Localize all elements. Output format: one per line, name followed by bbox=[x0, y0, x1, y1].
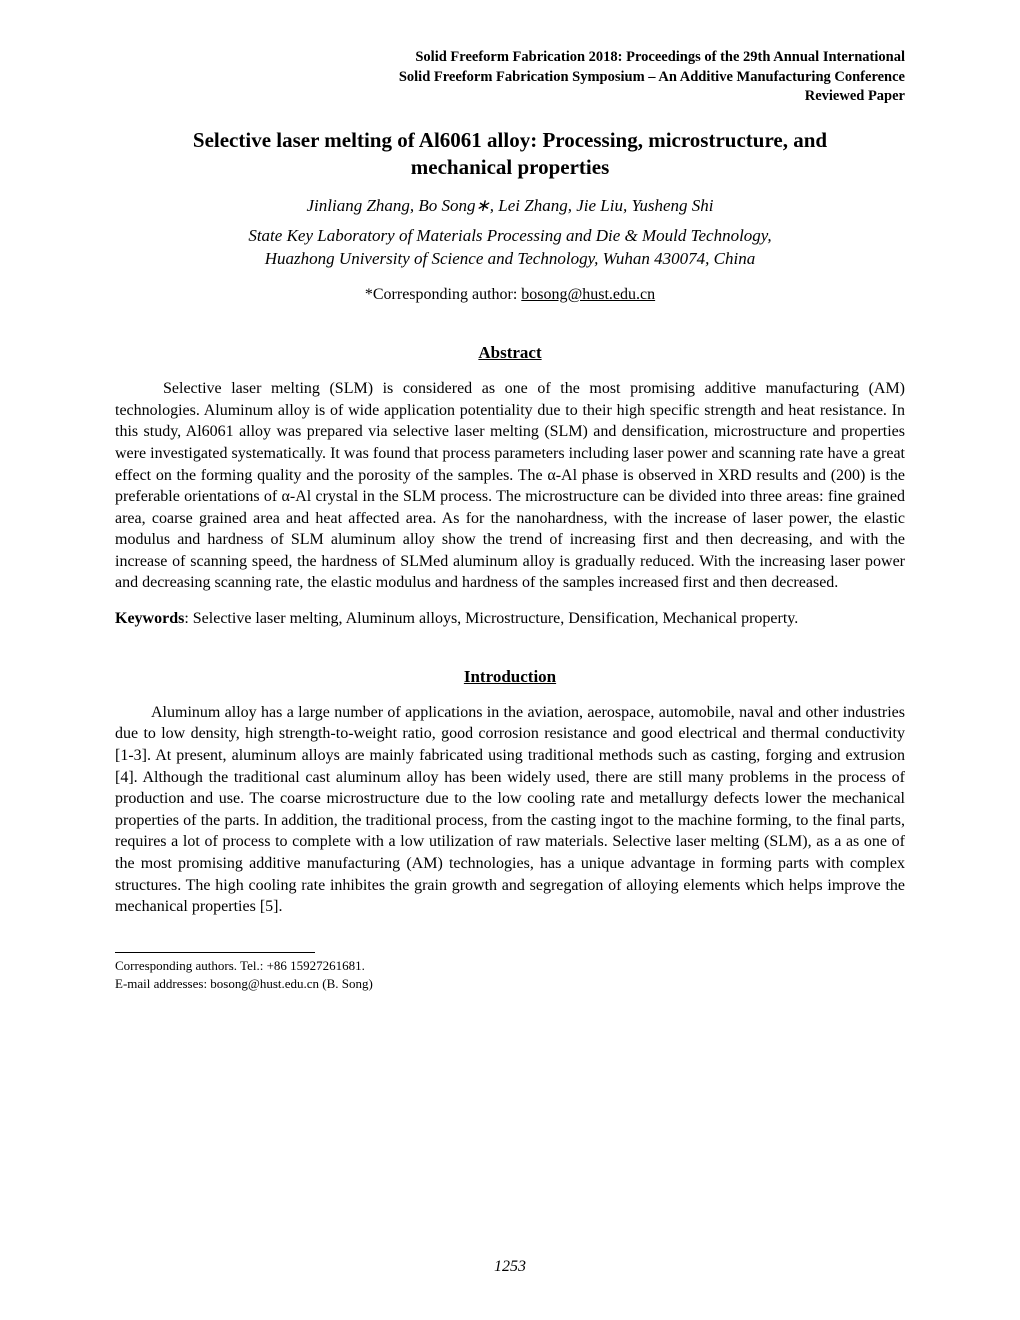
keywords-label: Keywords bbox=[115, 610, 184, 627]
abstract-heading: Abstract bbox=[115, 342, 905, 364]
title-line-2: mechanical properties bbox=[411, 155, 610, 179]
affiliation-line-1: State Key Laboratory of Materials Proces… bbox=[248, 226, 771, 245]
header-line-1: Solid Freeform Fabrication 2018: Proceed… bbox=[115, 48, 905, 68]
introduction-heading: Introduction bbox=[115, 666, 905, 688]
keywords-block: Keywords: Selective laser melting, Alumi… bbox=[115, 608, 905, 630]
title-line-1: Selective laser melting of Al6061 alloy:… bbox=[193, 128, 827, 152]
footnote-line-1: Corresponding authors. Tel.: +86 1592726… bbox=[115, 957, 905, 975]
keywords-text: : Selective laser melting, Aluminum allo… bbox=[184, 610, 798, 627]
introduction-body: Aluminum alloy has a large number of app… bbox=[115, 702, 905, 918]
footnote-line-2: E-mail addresses: bosong@hust.edu.cn (B.… bbox=[115, 975, 905, 993]
corresponding-email: bosong@hust.edu.cn bbox=[521, 286, 655, 303]
header-line-2: Solid Freeform Fabrication Symposium – A… bbox=[115, 68, 905, 88]
affiliation: State Key Laboratory of Materials Proces… bbox=[115, 225, 905, 271]
header-line-3: Reviewed Paper bbox=[115, 87, 905, 107]
abstract-body: Selective laser melting (SLM) is conside… bbox=[115, 378, 905, 594]
corresponding-author: *Corresponding author: bosong@hust.edu.c… bbox=[115, 285, 905, 306]
proceedings-header: Solid Freeform Fabrication 2018: Proceed… bbox=[115, 48, 905, 107]
corresponding-prefix: *Corresponding author: bbox=[365, 286, 521, 303]
affiliation-line-2: Huazhong University of Science and Techn… bbox=[265, 249, 755, 268]
page-number: 1253 bbox=[0, 1257, 1020, 1278]
author-list: Jinliang Zhang, Bo Song∗, Lei Zhang, Jie… bbox=[115, 195, 905, 217]
paper-title: Selective laser melting of Al6061 alloy:… bbox=[115, 127, 905, 182]
footnote-block: Corresponding authors. Tel.: +86 1592726… bbox=[115, 957, 905, 993]
footnote-divider bbox=[115, 952, 315, 953]
